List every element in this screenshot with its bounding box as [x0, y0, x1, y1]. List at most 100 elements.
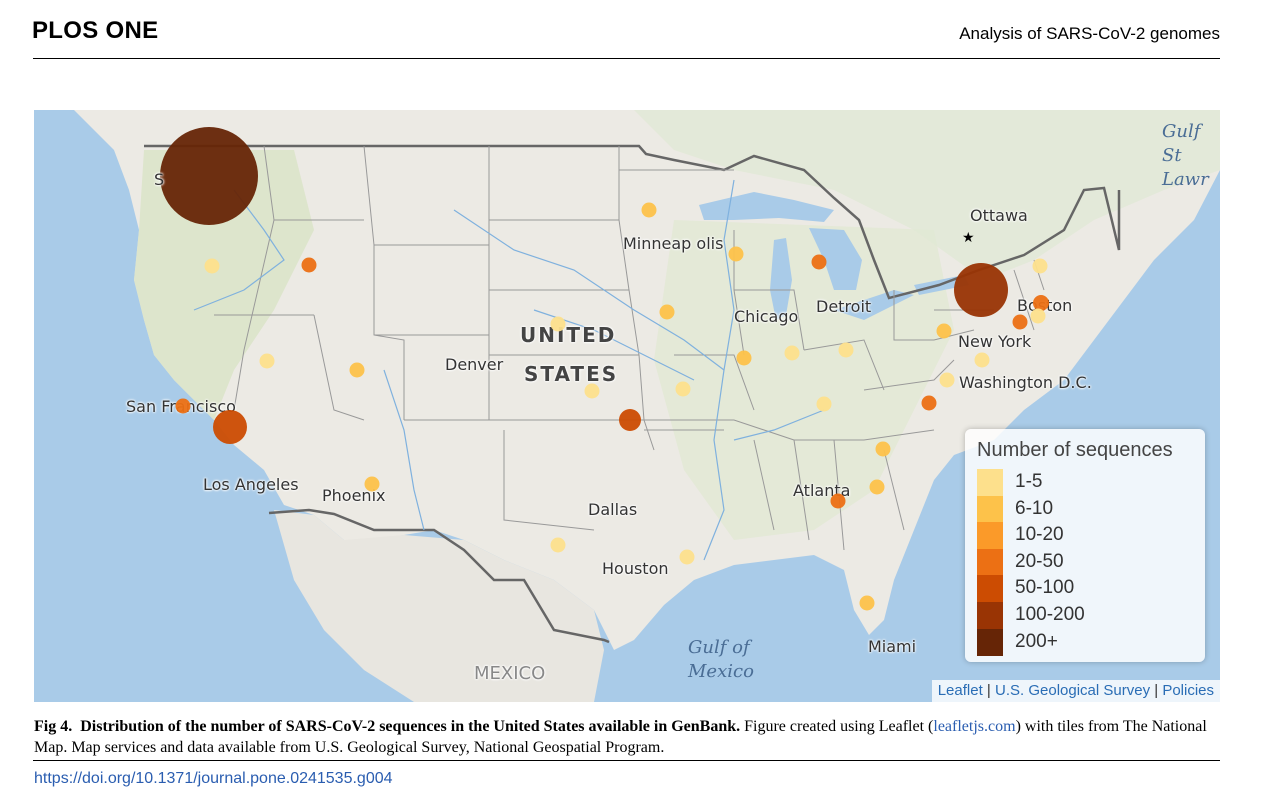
canada-forest	[634, 110, 1220, 280]
bubble-small[interactable]	[875, 441, 891, 457]
caption-label: Fig 4.	[34, 718, 73, 735]
legend-item: 6-10	[977, 495, 1197, 523]
bubble-small[interactable]	[869, 479, 885, 495]
legend-item: 20-50	[977, 548, 1197, 576]
leaflet-link[interactable]: Leaflet	[937, 682, 983, 699]
state-borders	[214, 145, 1045, 551]
bubble-michigan[interactable]	[811, 254, 827, 270]
bubble-small[interactable]	[728, 246, 744, 262]
doi-link[interactable]: https://doi.org/10.1371/journal.pone.024…	[34, 770, 393, 787]
running-title: Analysis of SARS-CoV-2 genomes	[959, 24, 1220, 43]
bubble-small[interactable]	[550, 316, 566, 332]
figure-caption: Fig 4. Distribution of the number of SAR…	[34, 716, 1224, 758]
bubble-new-jersey[interactable]	[1012, 314, 1028, 330]
bubble-small[interactable]	[259, 353, 275, 369]
ottawa-star-icon: ★	[962, 230, 975, 246]
caption-text-1: Figure created using Leaflet (	[744, 718, 934, 735]
bubble-small[interactable]	[859, 595, 875, 611]
bubble-boston[interactable]	[1033, 295, 1049, 311]
legend-swatch	[977, 628, 1003, 656]
legend-swatch	[977, 602, 1003, 629]
policies-link[interactable]: Policies	[1162, 682, 1214, 699]
attribution-sep-1: |	[982, 682, 995, 699]
bubble-kansas[interactable]	[619, 409, 641, 431]
bubble-small[interactable]	[659, 304, 675, 320]
bubble-new-york[interactable]	[954, 263, 1008, 317]
map-label-gulf-of-mexico: Gulf of Mexico	[688, 637, 754, 682]
bubble-idaho[interactable]	[301, 257, 317, 273]
map-label-new-york: New York	[958, 332, 1032, 351]
bubble-small[interactable]	[936, 323, 952, 339]
map-label-washington: Washington D.C.	[959, 373, 1092, 392]
lake-huron	[809, 228, 862, 290]
legend-swatch	[977, 469, 1003, 496]
map-label-dallas: Dallas	[588, 500, 638, 519]
journal-name: PLOS ONE	[32, 17, 159, 44]
map-figure[interactable]: ★ Ottawa Minneap olis Chicago Detroit Bo…	[34, 110, 1220, 702]
map-label-seattle-partial: S	[154, 170, 165, 189]
lake-michigan	[770, 238, 792, 320]
bubble-small[interactable]	[838, 342, 854, 358]
map-label-detroit: Detroit	[816, 297, 872, 316]
caption-text-2: ) with tiles from The National Map. Map …	[34, 718, 1207, 756]
caption-rule	[33, 760, 1220, 761]
western-terrain	[134, 150, 314, 420]
bubble-seattle[interactable]	[160, 127, 258, 225]
mexico-land	[274, 510, 604, 702]
bubble-small[interactable]	[550, 537, 566, 553]
legend-label: 20-50	[1015, 550, 1064, 572]
map-label-gulf-st-lawrence: Gulf St Lawr	[1162, 121, 1209, 190]
legend-label: 50-100	[1015, 577, 1075, 599]
bubble-small[interactable]	[816, 396, 832, 412]
legend-swatch	[977, 495, 1003, 523]
map-label-houston: Houston	[602, 559, 669, 578]
map-label-miami: Miami	[868, 637, 917, 656]
legend-item: 100-200	[977, 602, 1197, 629]
legend-swatch	[977, 548, 1003, 576]
map-label-ottawa: Ottawa	[970, 206, 1028, 225]
legend-swatch	[977, 575, 1003, 603]
us-mexico-border	[268, 508, 610, 644]
bubble-small[interactable]	[939, 372, 955, 388]
attribution-sep-2: |	[1150, 682, 1163, 699]
bubble-small[interactable]	[204, 258, 220, 274]
legend-item: 50-100	[977, 575, 1197, 603]
bubble-small[interactable]	[784, 345, 800, 361]
bubble-small[interactable]	[364, 476, 380, 492]
header-rule	[33, 58, 1220, 59]
usgs-link[interactable]: U.S. Geological Survey	[995, 682, 1151, 699]
bubble-small[interactable]	[641, 202, 657, 218]
bubble-small[interactable]	[349, 362, 365, 378]
caption-title: Distribution of the number of SARS-CoV-2…	[80, 718, 741, 735]
bubble-small[interactable]	[679, 549, 695, 565]
bubble-georgia[interactable]	[830, 493, 846, 509]
bubble-small[interactable]	[974, 352, 990, 368]
legend-item: 200+	[977, 628, 1197, 656]
caption-link[interactable]: leafletjs.com	[933, 718, 1016, 735]
legend-label: 10-20	[1015, 524, 1064, 546]
legend: Number of sequences 1-5 6-10 10-20 20-50 50-…	[965, 429, 1205, 662]
us-canada-border	[144, 144, 1121, 300]
bubble-small[interactable]	[675, 381, 691, 397]
legend-label: 100-200	[1015, 604, 1085, 625]
bubble-small[interactable]	[1032, 258, 1048, 274]
bubble-southern-california[interactable]	[213, 410, 247, 444]
legend-item: 1-5	[977, 469, 1197, 496]
legend-item: 10-20	[977, 522, 1197, 550]
bubble-maryland[interactable]	[921, 395, 937, 411]
bubble-small[interactable]	[1030, 308, 1046, 324]
map-label-los-angeles: Los Angeles	[203, 475, 299, 494]
bubble-small[interactable]	[736, 350, 752, 366]
map-attribution: Leaflet | U.S. Geological Survey | Polic…	[931, 680, 1220, 702]
bubble-small[interactable]	[584, 383, 600, 399]
map-label-states: STATES	[524, 362, 619, 386]
legend-label: 200+	[1015, 630, 1058, 652]
bubble-san-francisco[interactable]	[175, 398, 191, 414]
lake-superior	[699, 192, 834, 222]
legend-swatch	[977, 522, 1003, 550]
map-label-mexico: MEXICO	[474, 663, 546, 684]
legend-label: 6-10	[1015, 497, 1054, 519]
basemap: ★	[74, 110, 1220, 702]
map-label-minneapolis: Minneap olis	[623, 234, 724, 253]
legend-label: 1-5	[1015, 471, 1043, 492]
